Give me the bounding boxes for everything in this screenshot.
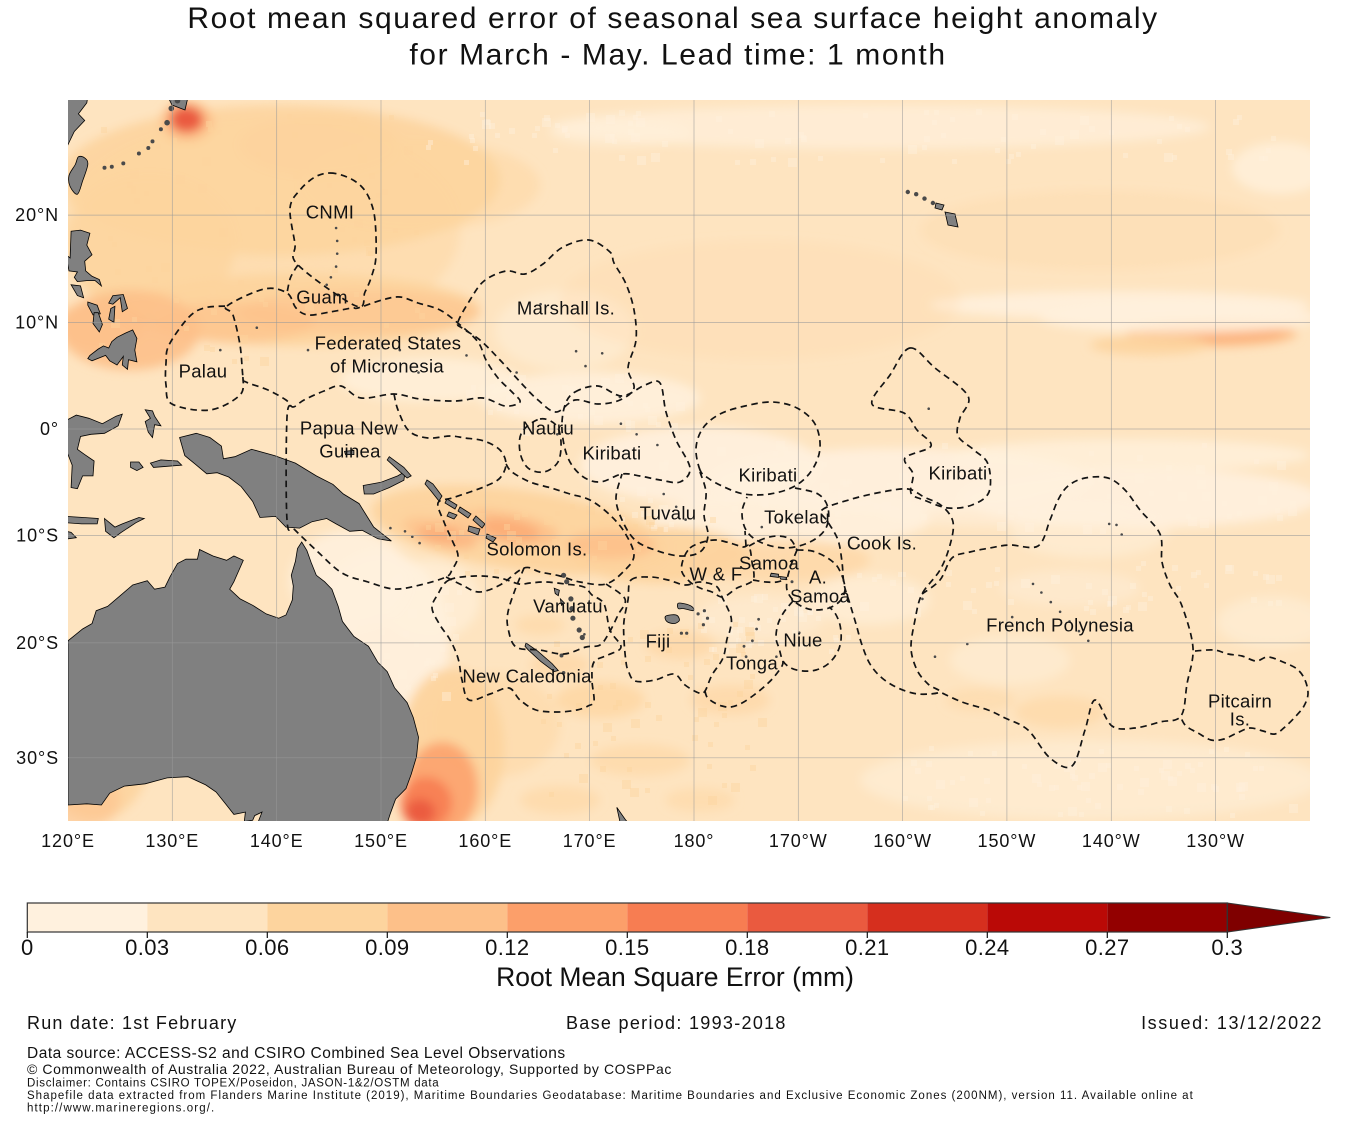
svg-text:140°W: 140°W [1082, 831, 1141, 851]
svg-text:Federated States: Federated States [315, 333, 462, 354]
svg-text:Kiribati: Kiribati [583, 443, 642, 464]
svg-text:Cook Is.: Cook Is. [847, 533, 917, 554]
svg-text:0.09: 0.09 [365, 935, 409, 960]
svg-text:0°: 0° [40, 419, 59, 439]
svg-text:150°E: 150°E [354, 831, 408, 851]
svg-text:Niue: Niue [783, 630, 822, 651]
svg-text:Run date: 1st February: Run date: 1st February [27, 1013, 238, 1033]
svg-text:Issued: 13/12/2022: Issued: 13/12/2022 [1141, 1013, 1323, 1033]
svg-text:0.3: 0.3 [1211, 935, 1243, 960]
svg-text:0.27: 0.27 [1085, 935, 1129, 960]
svg-text:Guinea: Guinea [319, 441, 381, 462]
svg-text:Disclaimer: Contains CSIRO TOP: Disclaimer: Contains CSIRO TOPEX/Poseido… [27, 1078, 439, 1090]
svg-text:170°W: 170°W [769, 831, 828, 851]
svg-text:Fiji: Fiji [646, 631, 671, 652]
svg-text:10°N: 10°N [15, 312, 59, 332]
svg-text:0.21: 0.21 [845, 935, 889, 960]
svg-text:10°S: 10°S [16, 526, 59, 546]
svg-text:120°E: 120°E [41, 831, 95, 851]
svg-text:0.12: 0.12 [485, 935, 529, 960]
svg-text:0.03: 0.03 [125, 935, 169, 960]
svg-text:of Micronesia: of Micronesia [330, 356, 444, 377]
svg-text:180°: 180° [674, 831, 715, 851]
svg-text:Data source: ACCESS-S2 and CSI: Data source: ACCESS-S2 and CSIRO Combine… [27, 1045, 566, 1062]
svg-text:Kiribati: Kiribati [739, 465, 798, 486]
svg-text:30°S: 30°S [16, 748, 59, 768]
svg-text:A.: A. [809, 567, 827, 588]
svg-text:Root Mean Square Error (mm): Root Mean Square Error (mm) [496, 962, 854, 992]
svg-text:CNMI: CNMI [306, 202, 354, 223]
svg-text:Papua New: Papua New [300, 418, 399, 439]
svg-text:140°E: 140°E [250, 831, 304, 851]
svg-text:Shapefile data extracted from: Shapefile data extracted from Flanders M… [27, 1090, 1194, 1102]
svg-text:Base period: 1993-2018: Base period: 1993-2018 [566, 1013, 787, 1033]
svg-text:Marshall Is.: Marshall Is. [517, 298, 615, 319]
svg-text:160°W: 160°W [873, 831, 932, 851]
svg-text:160°E: 160°E [458, 831, 512, 851]
svg-text:http://www.marineregions.org/.: http://www.marineregions.org/. [27, 1103, 215, 1115]
svg-text:New Caledonia: New Caledonia [462, 666, 592, 687]
svg-text:Nauru: Nauru [522, 418, 574, 439]
svg-text:© Commonwealth of Australia 20: © Commonwealth of Australia 2022, Austra… [27, 1061, 672, 1077]
svg-text:Samoa: Samoa [739, 553, 800, 574]
svg-text:20°S: 20°S [16, 633, 59, 653]
svg-text:Samoa: Samoa [790, 586, 851, 607]
svg-text:130°E: 130°E [145, 831, 199, 851]
svg-text:Vanuatu: Vanuatu [533, 596, 603, 617]
svg-text:W & F: W & F [690, 564, 743, 585]
svg-text:0.15: 0.15 [605, 935, 649, 960]
svg-text:French Polynesia: French Polynesia [986, 615, 1134, 636]
svg-text:Kiribati: Kiribati [929, 463, 988, 484]
svg-text:0.18: 0.18 [725, 935, 769, 960]
svg-text:Palau: Palau [179, 361, 228, 382]
svg-text:for March - May. Lead time: 1: for March - May. Lead time: 1 month [409, 39, 946, 72]
svg-text:Tokelau: Tokelau [764, 507, 830, 528]
svg-text:Pitcairn: Pitcairn [1208, 691, 1272, 712]
svg-text:0.24: 0.24 [965, 935, 1009, 960]
svg-text:Tuvalu: Tuvalu [640, 503, 697, 524]
svg-text:Tonga: Tonga [726, 653, 778, 674]
svg-text:Guam: Guam [296, 287, 348, 308]
svg-text:130°W: 130°W [1186, 831, 1245, 851]
svg-text:20°N: 20°N [15, 205, 59, 225]
svg-text:Solomon Is.: Solomon Is. [487, 539, 588, 560]
svg-text:Is.: Is. [1230, 709, 1250, 730]
svg-text:170°E: 170°E [563, 831, 617, 851]
svg-text:0: 0 [21, 935, 34, 960]
svg-text:Root mean squared error of sea: Root mean squared error of seasonal sea … [187, 2, 1158, 35]
svg-text:150°W: 150°W [978, 831, 1037, 851]
svg-text:0.06: 0.06 [245, 935, 289, 960]
